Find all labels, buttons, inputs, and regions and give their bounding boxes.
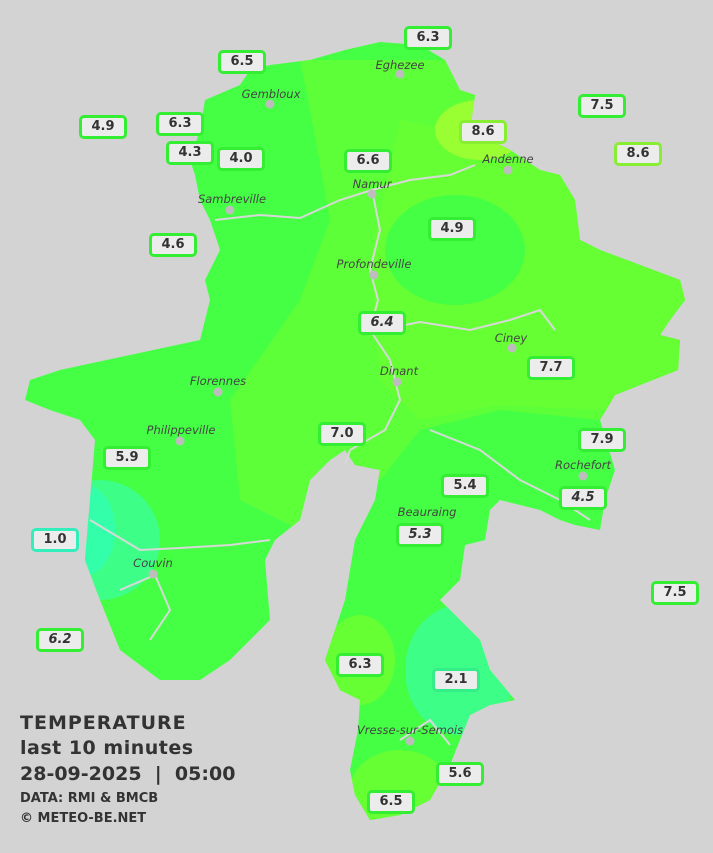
station-value[interactable]: 6.6 <box>344 149 392 173</box>
station-value[interactable]: 4.9 <box>428 217 476 241</box>
town-label: Namur <box>352 177 392 191</box>
station-value[interactable]: 7.5 <box>578 94 626 118</box>
town-dot <box>225 205 235 215</box>
town-label: Andenne <box>482 152 534 166</box>
station-value[interactable]: 4.5 <box>559 486 607 510</box>
town-dot <box>503 165 513 175</box>
town-label: Gembloux <box>241 87 301 101</box>
station-value[interactable]: 5.6 <box>436 762 484 786</box>
station-value[interactable]: 4.9 <box>79 115 127 139</box>
town-label: Profondeville <box>336 257 412 271</box>
town-dot <box>395 69 405 79</box>
station-value[interactable]: 4.3 <box>166 141 214 165</box>
town-label: Couvin <box>133 556 173 570</box>
town-dot <box>175 436 185 446</box>
station-value[interactable]: 6.4 <box>358 311 406 335</box>
map-subtitle: last 10 minutes <box>20 737 194 759</box>
town-dot <box>507 343 517 353</box>
town-label: Ciney <box>494 331 528 345</box>
copyright: © METEO-BE.NET <box>20 811 147 826</box>
station-value[interactable]: 6.3 <box>156 112 204 136</box>
station-value[interactable]: 1.0 <box>31 528 79 552</box>
station-value[interactable]: 5.3 <box>396 523 444 547</box>
town-label: Vresse-sur-Semois <box>356 723 464 737</box>
station-value[interactable]: 6.5 <box>367 790 415 814</box>
station-value[interactable]: 8.6 <box>614 142 662 166</box>
town-dot <box>392 377 402 387</box>
station-value[interactable]: 6.5 <box>218 50 266 74</box>
town-label: Sambreville <box>197 192 267 206</box>
town-label: Beauraing <box>397 505 457 519</box>
town-label: Florennes <box>189 374 247 388</box>
town-dot <box>578 471 588 481</box>
town-label: Rochefort <box>554 458 612 472</box>
station-value[interactable]: 7.0 <box>318 422 366 446</box>
town-dot <box>148 569 158 579</box>
town-label: Eghezee <box>375 58 425 72</box>
station-value[interactable]: 5.4 <box>441 474 489 498</box>
station-value[interactable]: 7.5 <box>651 581 699 605</box>
station-value[interactable]: 5.9 <box>103 446 151 470</box>
station-value[interactable]: 4.0 <box>217 147 265 171</box>
map-title: TEMPERATURE <box>20 712 187 734</box>
town-dot <box>213 387 223 397</box>
station-value[interactable]: 8.6 <box>459 120 507 144</box>
station-value[interactable]: 6.2 <box>36 628 84 652</box>
data-source: DATA: RMI & BMCB <box>20 791 159 806</box>
town-label: Philippeville <box>146 423 216 437</box>
station-value[interactable]: 4.6 <box>149 233 197 257</box>
station-value[interactable]: 7.9 <box>578 428 626 452</box>
town-dot <box>367 189 377 199</box>
station-value[interactable]: 6.3 <box>404 26 452 50</box>
town-label: Dinant <box>379 364 419 378</box>
town-dot <box>405 736 415 746</box>
station-value[interactable]: 6.3 <box>336 653 384 677</box>
map-datetime: 28-09-2025 | 05:00 <box>20 763 236 785</box>
town-dot <box>369 270 379 280</box>
town-dot <box>265 99 275 109</box>
station-value[interactable]: 7.7 <box>527 356 575 380</box>
station-value[interactable]: 2.1 <box>432 668 480 692</box>
